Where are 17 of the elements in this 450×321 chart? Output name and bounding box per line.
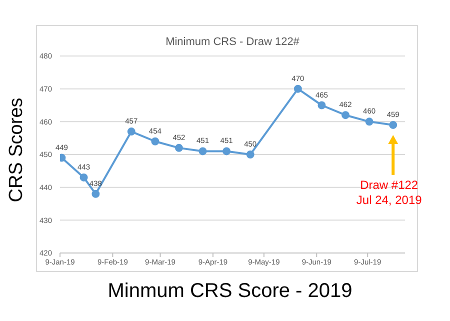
point — [222, 147, 231, 156]
chart-title: Minimum CRS - Draw 122# — [164, 36, 300, 48]
point — [246, 150, 254, 158]
annotation: Draw #122 Jul 24, 2019 — [356, 178, 422, 207]
point — [342, 111, 350, 120]
y-axis-title: CRS Scores — [6, 98, 28, 202]
point — [294, 84, 302, 93]
point — [198, 147, 207, 156]
point — [92, 190, 100, 198]
point — [127, 128, 136, 136]
point — [389, 120, 398, 129]
point — [318, 101, 326, 110]
x-axis-title: Minmum CRS Score - 2019 — [106, 280, 354, 303]
point — [174, 144, 183, 152]
point — [80, 173, 88, 182]
point — [365, 118, 374, 126]
point — [151, 137, 160, 146]
